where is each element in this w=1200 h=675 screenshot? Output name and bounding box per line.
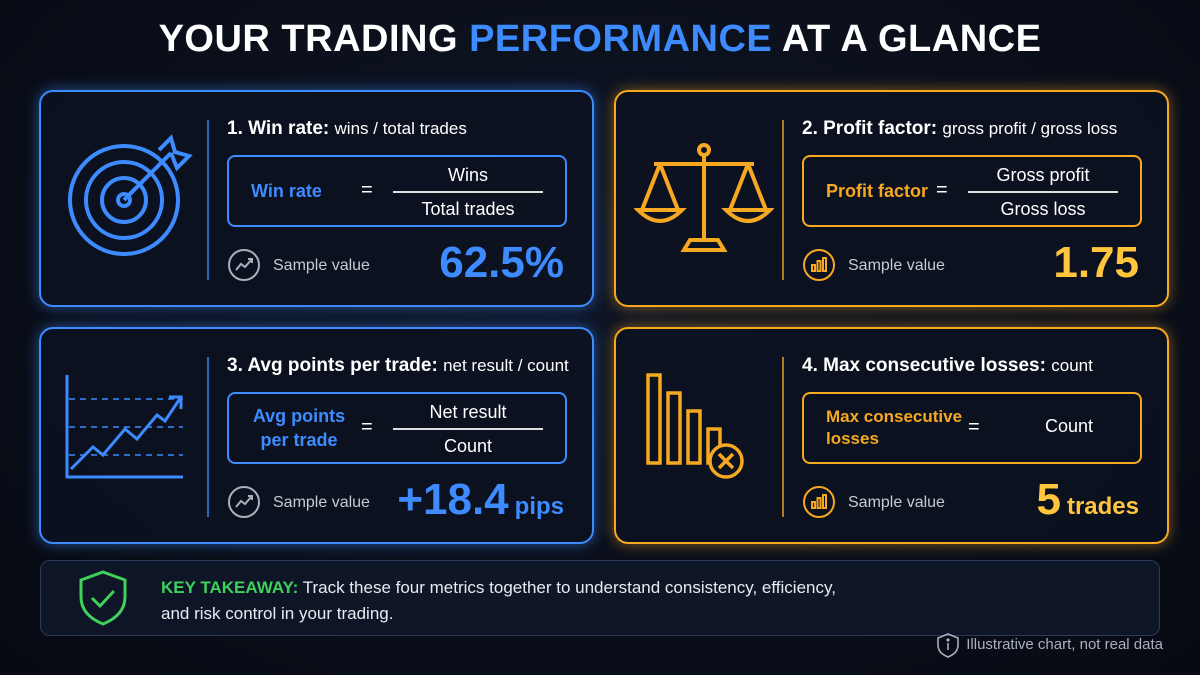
heading: 4. Max consecutive losses:	[802, 355, 1046, 376]
info-icon	[937, 633, 960, 658]
value: +18.4	[397, 475, 509, 524]
operator: =	[968, 416, 980, 438]
operator: =	[361, 416, 373, 438]
lhs-line: Profit factor	[826, 181, 929, 201]
formula-lhs: Win rate	[251, 157, 322, 225]
lhs-line: Win rate	[251, 181, 322, 201]
sample-value: +18.4 pips	[397, 475, 564, 525]
card-heading: 4. Max consecutive losses: count	[802, 355, 1093, 377]
title-part: YOUR TRADING	[158, 18, 459, 60]
footnote: Illustrative chart, not real data	[936, 632, 1163, 658]
denominator: Count	[443, 436, 493, 456]
heading: 2. Profit factor:	[802, 118, 938, 139]
metric-card: 1. Win rate: wins / total trades Win rat…	[39, 90, 594, 307]
formula-box: Win rate = Wins Total trades	[227, 155, 567, 227]
chart-icon	[65, 375, 183, 479]
numerator: Net result	[429, 402, 507, 422]
metric-card: 2. Profit factor: gross profit / gross l…	[614, 90, 1169, 307]
numerator: Count	[1044, 416, 1094, 436]
formula-lhs: Avg points per trade	[251, 394, 347, 462]
divider	[207, 120, 209, 280]
sample-label: Sample value	[273, 257, 370, 274]
subheading: count	[1051, 356, 1093, 375]
formula-box: Profit factor = Gross profit Gross loss	[802, 155, 1142, 227]
sample-label: Sample value	[848, 257, 945, 274]
fraction: Wins Total trades	[393, 157, 543, 225]
fraction-line	[393, 428, 543, 430]
losses-icon	[646, 373, 744, 479]
trend-icon	[228, 486, 260, 518]
card-heading: 1. Win rate: wins / total trades	[227, 118, 467, 140]
fraction: Count	[994, 394, 1144, 462]
unit: pips	[514, 493, 564, 520]
lhs-line: per trade	[260, 430, 338, 450]
divider	[782, 357, 784, 517]
heading: 3. Avg points per trade:	[227, 355, 438, 376]
fraction: Gross profit Gross loss	[968, 157, 1118, 225]
heading: 1. Win rate:	[227, 118, 330, 139]
sample-label: Sample value	[273, 494, 370, 511]
value: 5	[1036, 475, 1061, 524]
numerator: Wins	[448, 165, 488, 185]
title: YOUR TRADING PERFORMANCE AT A GLANCE	[0, 18, 1200, 61]
title-part: AT A GLANCE	[781, 18, 1042, 60]
takeaway-text: KEY TAKEAWAY: Track these four metrics t…	[161, 575, 861, 627]
bars-icon	[803, 249, 835, 281]
denominator: Total trades	[421, 199, 515, 219]
sample-value: 1.75	[1053, 238, 1139, 288]
subheading: wins / total trades	[334, 119, 467, 138]
subheading: net result / count	[443, 356, 569, 375]
shield-icon	[79, 570, 127, 626]
denominator: Gross loss	[1000, 199, 1086, 219]
formula-box: Max consecutive losses = Count	[802, 392, 1142, 464]
takeaway-label: KEY TAKEAWAY:	[161, 578, 299, 597]
divider	[207, 357, 209, 517]
fraction-line	[968, 191, 1118, 193]
lhs-line: Max consecutive	[826, 407, 963, 426]
operator: =	[361, 179, 373, 201]
trend-icon	[228, 249, 260, 281]
scale-icon	[634, 143, 774, 252]
formula-lhs: Max consecutive losses	[826, 394, 962, 462]
footnote-text: Illustrative chart, not real data	[966, 635, 1163, 653]
subheading: gross profit / gross loss	[942, 119, 1118, 138]
formula-lhs: Profit factor	[826, 157, 928, 225]
takeaway-box: KEY TAKEAWAY: Track these four metrics t…	[40, 560, 1160, 636]
card-heading: 3. Avg points per trade: net result / co…	[227, 355, 569, 377]
sample-label: Sample value	[848, 494, 945, 511]
metric-card: 3. Avg points per trade: net result / co…	[39, 327, 594, 544]
card-heading: 2. Profit factor: gross profit / gross l…	[802, 118, 1117, 140]
takeaway-body: Track these four metrics together to und…	[161, 578, 836, 623]
sample-value: 5 trades	[1036, 475, 1139, 525]
divider	[782, 120, 784, 280]
lhs-line: losses	[826, 429, 879, 448]
value: 1.75	[1053, 238, 1139, 287]
value: 62.5%	[439, 238, 564, 287]
bars-icon	[803, 486, 835, 518]
unit: trades	[1066, 493, 1139, 520]
fraction: Net result Count	[393, 394, 543, 462]
metric-card: 4. Max consecutive losses: count Max con…	[614, 327, 1169, 544]
title-highlight: PERFORMANCE	[469, 18, 773, 60]
sample-value: 62.5%	[439, 238, 564, 288]
target-icon	[68, 134, 193, 256]
formula-box: Avg points per trade = Net result Count	[227, 392, 567, 464]
operator: =	[936, 179, 948, 201]
lhs-line: Avg points	[252, 406, 346, 426]
fraction-line	[393, 191, 543, 193]
numerator: Gross profit	[996, 165, 1090, 185]
